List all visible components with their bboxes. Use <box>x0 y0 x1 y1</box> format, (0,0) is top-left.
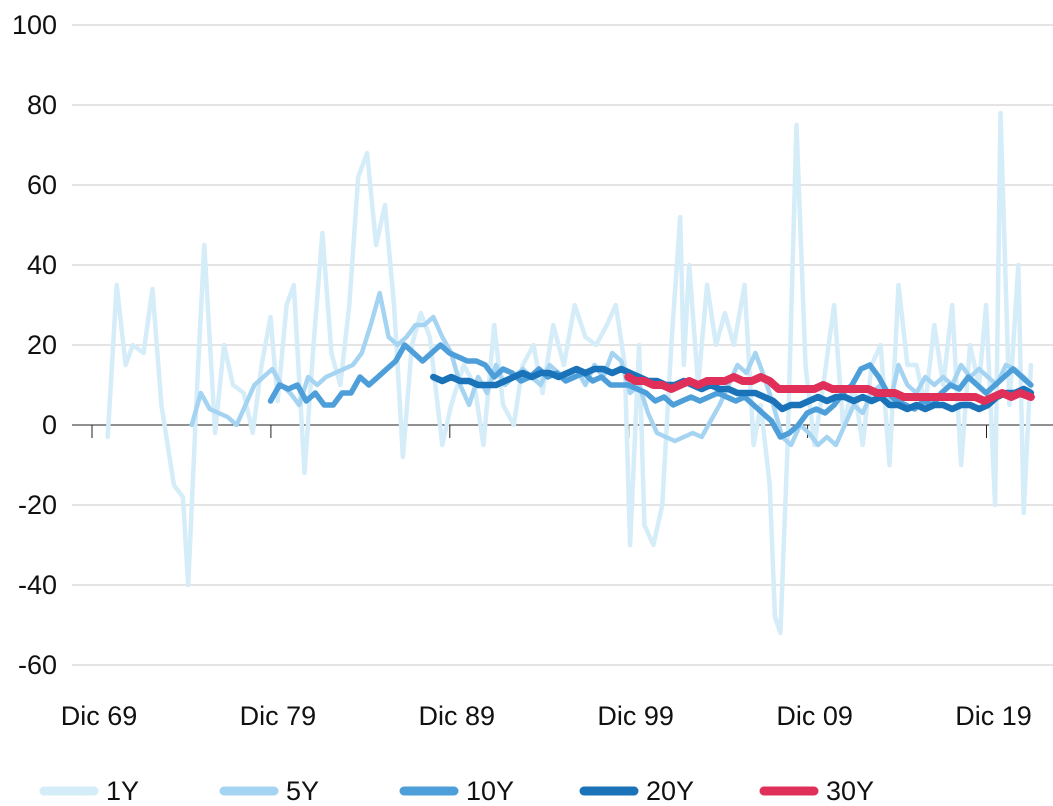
series-lines <box>105 110 1035 636</box>
legend-item-1y: 1Y <box>39 776 139 806</box>
series-30y <box>624 373 1035 405</box>
y-tick-label: 20 <box>27 330 57 360</box>
legend-label: 10Y <box>466 776 514 806</box>
x-tick-label: Dic 79 <box>240 701 317 731</box>
y-tick-label: 40 <box>27 250 57 280</box>
y-axis: 100 80 60 40 20 0 -20 -40 -60 <box>12 10 57 680</box>
series-line-30y <box>624 373 1035 405</box>
legend-item-5y: 5Y <box>219 776 319 806</box>
legend-label: 5Y <box>286 776 319 806</box>
legend-label: 30Y <box>826 776 874 806</box>
x-tick-label: Dic 19 <box>955 701 1032 731</box>
y-tick-label: 100 <box>12 10 57 40</box>
legend-label: 20Y <box>646 776 694 806</box>
y-tick-label: 80 <box>27 90 57 120</box>
legend: 1Y 5Y 10Y 20Y 30Y <box>39 776 874 806</box>
y-tick-label: 0 <box>42 410 57 440</box>
legend-label: 1Y <box>106 776 139 806</box>
x-tick-label: Dic 99 <box>597 701 674 731</box>
x-axis: Dic 69 Dic 79 Dic 89 Dic 99 Dic 09 Dic 19 <box>61 425 1032 731</box>
legend-item-30y: 30Y <box>759 776 874 806</box>
y-tick-label: -40 <box>18 570 57 600</box>
y-tick-label: -60 <box>18 650 57 680</box>
x-tick-label: Dic 09 <box>776 701 853 731</box>
x-tick-label: Dic 89 <box>419 701 496 731</box>
series-line-20y <box>430 365 1035 413</box>
y-tick-label: 60 <box>27 170 57 200</box>
y-tick-label: -20 <box>18 490 57 520</box>
x-tick-label: Dic 69 <box>61 701 138 731</box>
legend-item-10y: 10Y <box>399 776 514 806</box>
legend-item-20y: 20Y <box>579 776 694 806</box>
